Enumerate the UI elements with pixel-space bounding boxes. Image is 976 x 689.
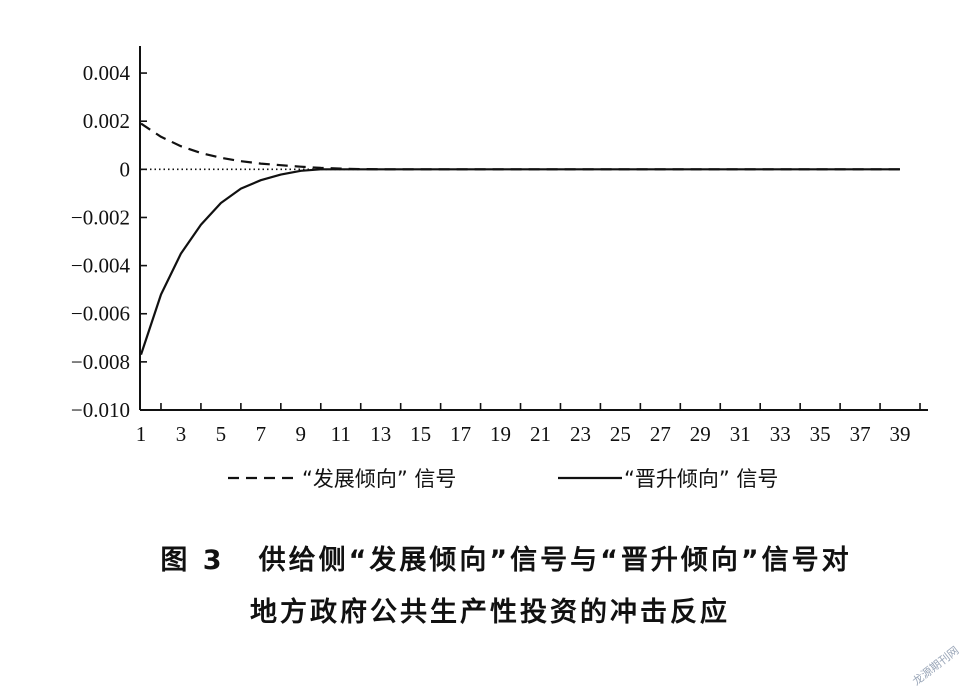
- y-tick-label: −0.006: [71, 302, 130, 326]
- x-tick-label: 11: [331, 422, 351, 446]
- x-tick-label: 23: [570, 422, 591, 446]
- x-tick-label: 1: [136, 422, 147, 446]
- legend-label-development-signal: “发展倾向” 信号: [302, 467, 456, 491]
- y-axis-ticks: 0.004 0.002 0 −0.002 −0.004 −0.006 −0.008 −0.01…: [71, 61, 147, 422]
- watermark-logo: 龙源期刊网: [910, 643, 962, 689]
- x-tick-label: 15: [410, 422, 431, 446]
- figure-number: 图 3: [160, 545, 225, 576]
- x-tick-label: 39: [890, 422, 911, 446]
- figure-caption-line-1: 图 3 供给侧“发展倾向”信号与“晋升倾向”信号对: [18, 538, 976, 577]
- x-tick-label: 31: [730, 422, 751, 446]
- x-tick-label: 17: [450, 422, 471, 446]
- legend: “发展倾向” 信号 “晋升倾向” 信号: [228, 467, 778, 491]
- y-tick-label: −0.004: [71, 254, 131, 278]
- x-tick-label: 7: [256, 422, 267, 446]
- x-tick-label: 25: [610, 422, 631, 446]
- chart-axes: [139, 46, 928, 411]
- y-tick-label: −0.010: [71, 398, 130, 422]
- x-tick-label: 33: [770, 422, 791, 446]
- x-axis-ticks: 1 3 5 7 9 11 13 15 17 19 21 23 25 27 29 31 33 35 37 39: [136, 403, 921, 446]
- x-tick-label: 37: [850, 422, 871, 446]
- x-tick-label: 29: [690, 422, 711, 446]
- y-tick-label: 0.004: [83, 61, 131, 85]
- series-lines: [139, 122, 900, 355]
- x-tick-label: 3: [176, 422, 187, 446]
- series-line-development-signal: [140, 122, 900, 171]
- x-tick-label: 19: [490, 422, 511, 446]
- y-tick-label: −0.002: [71, 205, 130, 229]
- y-tick-label: 0.002: [83, 109, 130, 133]
- x-tick-label: 9: [296, 422, 307, 446]
- x-tick-label: 13: [370, 422, 391, 446]
- x-tick-label: 27: [650, 422, 671, 446]
- figure-caption-line-2: 地方政府公共生产性投资的冲击反应: [250, 597, 730, 628]
- x-tick-label: 5: [216, 422, 227, 446]
- legend-label-promotion-signal: “晋升倾向” 信号: [624, 467, 778, 491]
- series-line-promotion-signal: [139, 168, 900, 355]
- y-tick-label: −0.008: [71, 350, 130, 374]
- impulse-response-chart: 0.004 0.002 0 −0.002 −0.004 −0.006 −0.008 −0.01…: [71, 46, 928, 491]
- y-tick-label: 0: [120, 157, 131, 181]
- x-tick-label: 35: [810, 422, 831, 446]
- figure-caption-text-1: 供给侧“发展倾向”信号与“晋升倾向”信号对: [258, 545, 852, 576]
- x-tick-label: 21: [530, 422, 551, 446]
